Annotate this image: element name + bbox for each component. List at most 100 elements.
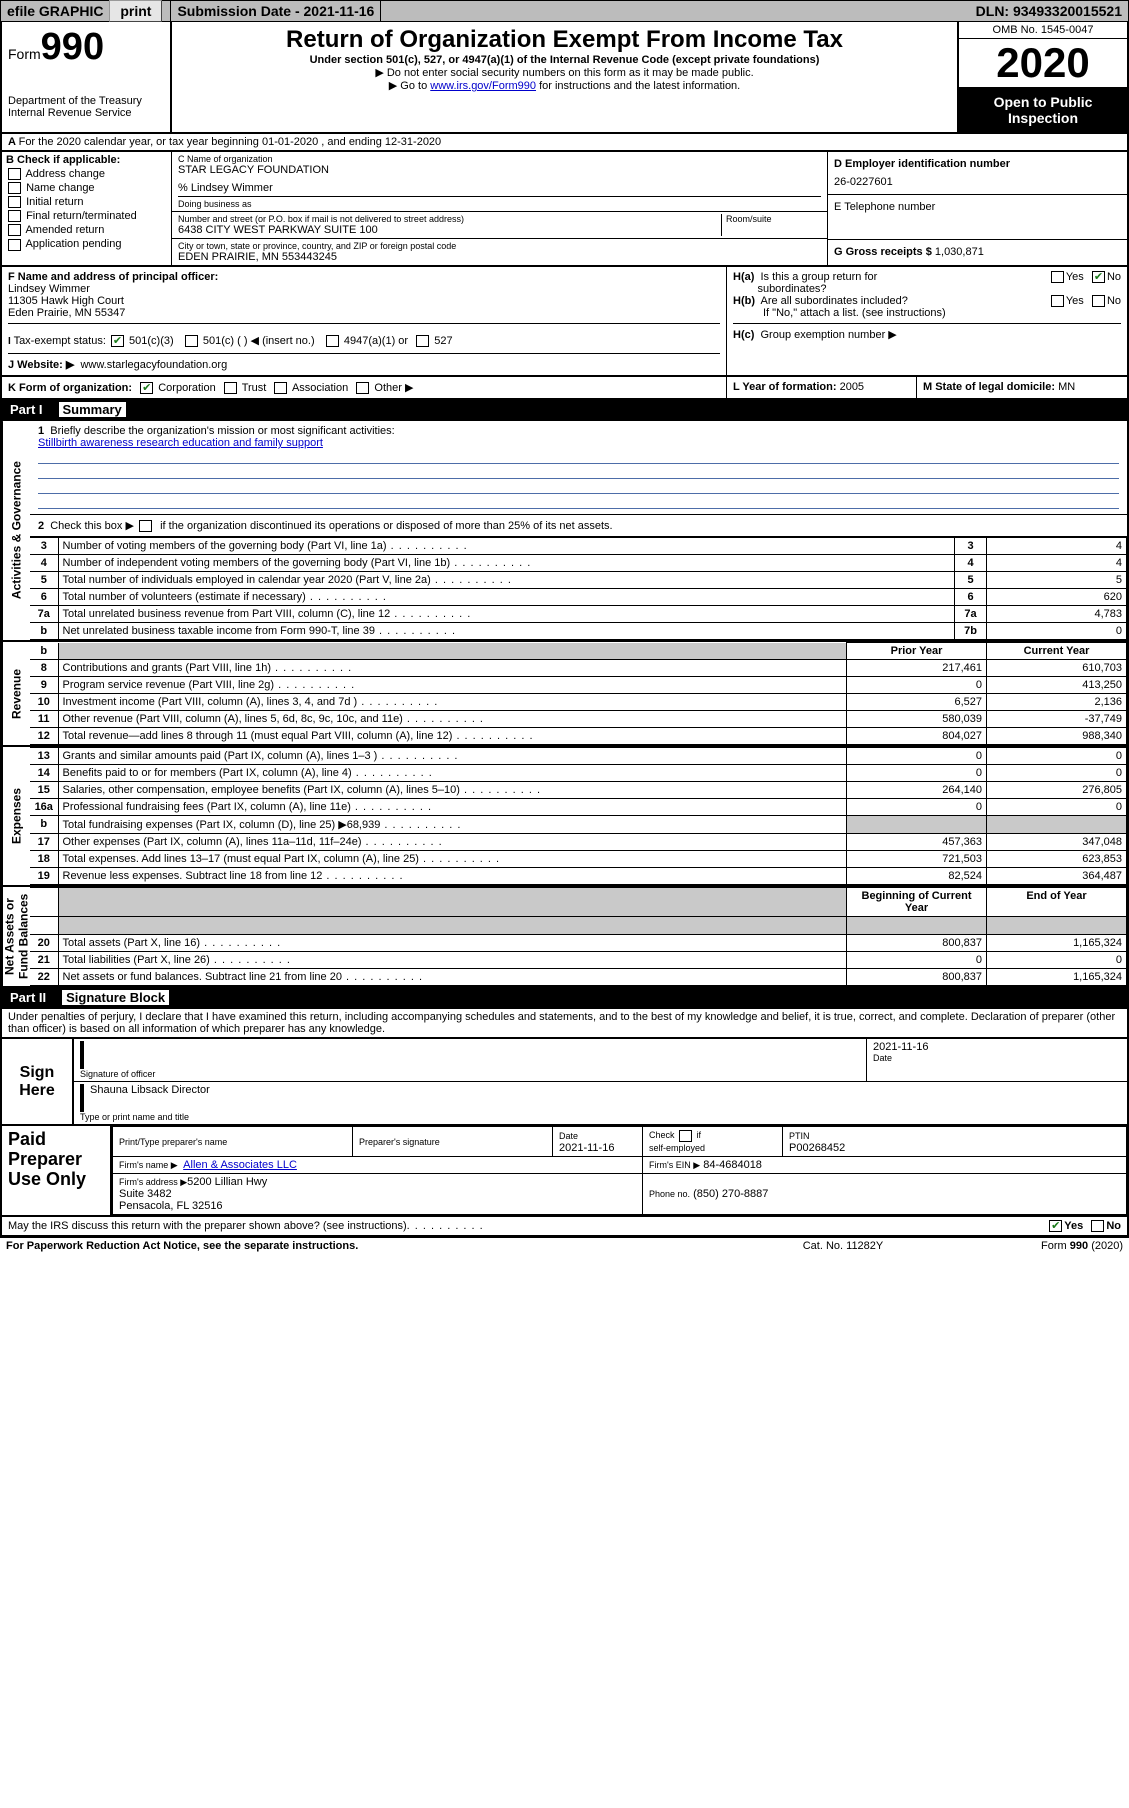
prep-row-3: Firm's address ▶5200 Lillian Hwy Suite 3…	[113, 1173, 1127, 1214]
table-row: bTotal fundraising expenses (Part IX, co…	[30, 816, 1127, 834]
firm-ein: 84-4684018	[703, 1159, 762, 1171]
table-row: 12Total revenue—add lines 8 through 11 (…	[30, 728, 1127, 745]
h-c: H(c) Group exemption number ▶	[733, 323, 1121, 341]
prep-row-2: Firm's name ▶ Allen & Associates LLC Fir…	[113, 1156, 1127, 1173]
table-row: 3Number of voting members of the governi…	[30, 538, 1127, 555]
chk-527[interactable]	[416, 335, 429, 347]
chk-discontinued[interactable]	[139, 520, 152, 532]
form-number: Form990	[8, 26, 164, 69]
checkbox-icon[interactable]	[8, 168, 21, 180]
checkbox-icon[interactable]	[8, 239, 21, 251]
org-care-of: % Lindsey Wimmer	[178, 182, 821, 194]
tax-year: 2020	[959, 39, 1127, 88]
chk-address-change: Address change	[6, 168, 167, 180]
chk-initial-return: Initial return	[6, 196, 167, 208]
chk-discuss-yes[interactable]	[1049, 1220, 1062, 1232]
header-left: Form990 Department of the Treasury Inter…	[2, 22, 172, 132]
h-col: H(a) Is this a group return for Yes No s…	[727, 267, 1127, 375]
table-row: 14Benefits paid to or for members (Part …	[30, 765, 1127, 782]
chk-hb-no[interactable]	[1092, 295, 1105, 307]
check-b-col: B Check if applicable: Address change Na…	[2, 152, 172, 265]
chk-trust[interactable]	[224, 382, 237, 394]
h-b: H(b) Are all subordinates included? Yes …	[733, 295, 1121, 307]
table-row: 16aProfessional fundraising fees (Part I…	[30, 799, 1127, 816]
ein-cell: D Employer identification number 26-0227…	[828, 152, 1127, 195]
header-right: OMB No. 1545-0047 2020 Open to Public In…	[957, 22, 1127, 132]
penalties-text: Under penalties of perjury, I declare th…	[0, 1009, 1129, 1039]
chk-self-employed[interactable]	[679, 1130, 692, 1142]
org-name: STAR LEGACY FOUNDATION	[178, 164, 821, 176]
table-row: 7aTotal unrelated business revenue from …	[30, 606, 1127, 623]
dln-cell: DLN: 93493320015521	[970, 1, 1128, 21]
form-title: Return of Organization Exempt From Incom…	[180, 26, 949, 54]
ein-value: 26-0227601	[834, 176, 1121, 188]
officer-col: F Name and address of principal officer:…	[2, 267, 727, 375]
checkbox-icon[interactable]	[8, 182, 21, 194]
checkbox-icon[interactable]	[8, 210, 21, 222]
vlabel-revenue: Revenue	[2, 642, 30, 745]
officer-signature	[80, 1041, 860, 1069]
h-note: If "No," attach a list. (see instruction…	[733, 307, 1121, 319]
table-row: 22Net assets or fund balances. Subtract …	[30, 969, 1127, 986]
mission-text[interactable]: Stillbirth awareness research education …	[38, 437, 323, 449]
firm-name[interactable]: Allen & Associates LLC	[183, 1159, 297, 1171]
form-ref: Form 990 (2020)	[943, 1240, 1123, 1252]
sec-revenue: Revenue b Prior Year Current Year 8Contr…	[0, 642, 1129, 747]
col-end: End of Year	[987, 888, 1127, 917]
part1-header: Part I Summary	[0, 400, 1129, 421]
table-row: 9Program service revenue (Part VIII, lin…	[30, 677, 1127, 694]
chk-501c[interactable]	[185, 335, 198, 347]
part1-tag: Part I	[10, 402, 43, 417]
chk-other[interactable]	[356, 382, 369, 394]
part1-title: Summary	[59, 402, 126, 417]
h-a: H(a) Is this a group return for Yes No s…	[733, 271, 1121, 295]
goto-note: Go to www.irs.gov/Form990 for instructio…	[180, 79, 949, 92]
chk-4947[interactable]	[326, 335, 339, 347]
chk-assoc[interactable]	[274, 382, 287, 394]
officer-label: F Name and address of principal officer:	[8, 271, 218, 283]
city-cell: City or town, state or province, country…	[172, 239, 827, 265]
checkbox-icon[interactable]	[8, 196, 21, 208]
table-row: 4Number of independent voting members of…	[30, 555, 1127, 572]
right-info-col: D Employer identification number 26-0227…	[827, 152, 1127, 265]
vlabel-netassets: Net Assets orFund Balances	[2, 887, 30, 986]
dept-treasury: Department of the Treasury Internal Reve…	[8, 95, 164, 119]
paid-preparer-block: Paid Preparer Use Only Print/Type prepar…	[0, 1126, 1129, 1217]
chk-name-change: Name change	[6, 182, 167, 194]
chk-ha-yes[interactable]	[1051, 271, 1064, 283]
sec-activities: Activities & Governance 1 Briefly descri…	[0, 421, 1129, 642]
expenses-table: 13Grants and similar amounts paid (Part …	[30, 747, 1127, 885]
chk-app-pending: Application pending	[6, 238, 167, 250]
form-header: Form990 Department of the Treasury Inter…	[0, 22, 1129, 134]
chk-hb-yes[interactable]	[1051, 295, 1064, 307]
check-b-header: B Check if applicable:	[6, 154, 167, 166]
checkbox-icon[interactable]	[8, 224, 21, 236]
chk-final-return: Final return/terminated	[6, 210, 167, 222]
irs-link[interactable]: www.irs.gov/Form990	[430, 80, 536, 92]
addr-cell: Number and street (or P.O. box if mail i…	[172, 212, 827, 239]
print-button[interactable]: print	[109, 0, 162, 22]
table-row: bNet unrelated business taxable income f…	[30, 623, 1127, 640]
col-current: Current Year	[987, 643, 1127, 660]
line-a: A For the 2020 calendar year, or tax yea…	[0, 134, 1129, 152]
open-public: Open to Public Inspection	[959, 88, 1127, 132]
org-name-cell: C Name of organization STAR LEGACY FOUND…	[172, 152, 827, 212]
chk-ha-no[interactable]	[1092, 271, 1105, 283]
table-row: 20Total assets (Part X, line 16)800,8371…	[30, 935, 1127, 952]
chk-501c3[interactable]	[111, 335, 124, 347]
revenue-table: b Prior Year Current Year 8Contributions…	[30, 642, 1127, 745]
officer-printed-name: Shauna Libsack Director	[90, 1084, 1121, 1096]
table-row: 21Total liabilities (Part X, line 26)00	[30, 952, 1127, 969]
efile-label: efile GRAPHIC print	[1, 1, 171, 21]
org-info-col: C Name of organization STAR LEGACY FOUND…	[172, 152, 827, 265]
chk-discuss-no[interactable]	[1091, 1220, 1104, 1232]
rev-header-row: b Prior Year Current Year	[30, 643, 1127, 660]
chk-corp[interactable]	[140, 382, 153, 394]
part2-header: Part II Signature Block	[0, 988, 1129, 1009]
form-of-org: K Form of organization: Corporation Trus…	[2, 377, 727, 398]
table-row: 15Salaries, other compensation, employee…	[30, 782, 1127, 799]
table-row: 18Total expenses. Add lines 13–17 (must …	[30, 851, 1127, 868]
ssn-note: Do not enter social security numbers on …	[180, 66, 949, 79]
mission-block: 1 Briefly describe the organization's mi…	[30, 421, 1127, 515]
gross-receipts: 1,030,871	[935, 246, 984, 258]
